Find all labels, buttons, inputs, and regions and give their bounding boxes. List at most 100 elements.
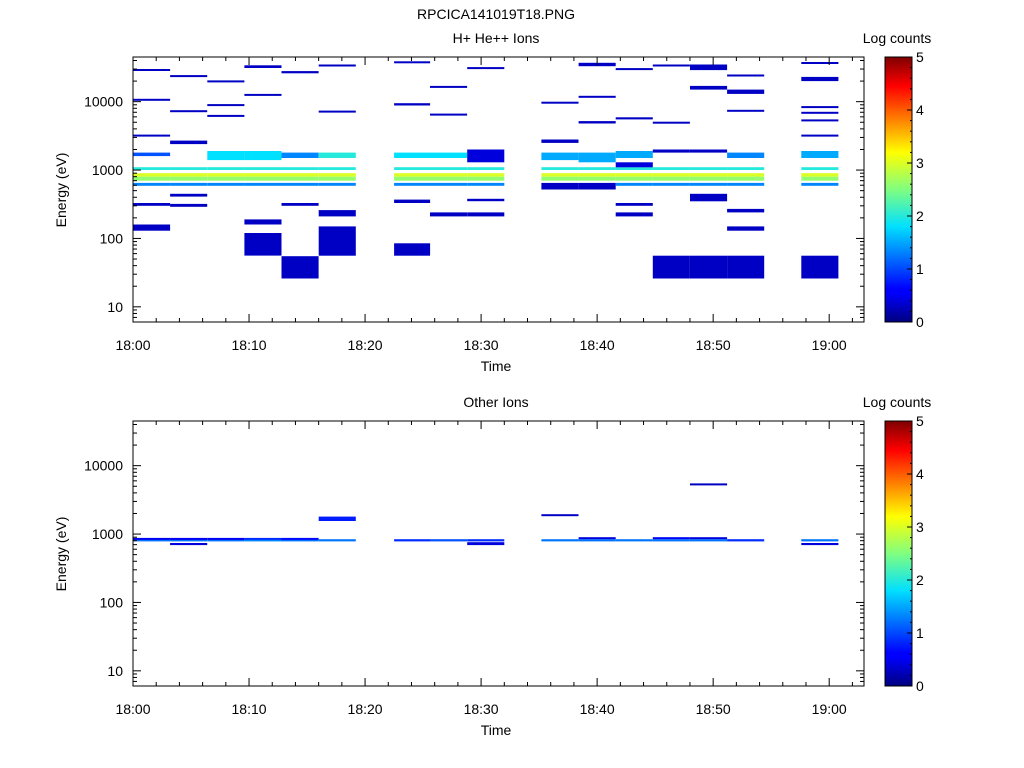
colorbar (884, 420, 913, 687)
y-axis-label: Energy (eV) (53, 517, 69, 592)
heatmap-cell (318, 173, 356, 177)
heatmap-cell (578, 152, 616, 163)
heatmap-cell (690, 173, 728, 177)
heatmap-cell (170, 176, 208, 181)
heatmap-cell (652, 149, 690, 153)
heatmap-cell (244, 151, 282, 161)
heatmap-cell (801, 76, 839, 82)
x-tick-label: 18:10 (232, 701, 267, 717)
heatmap-cell (207, 173, 245, 177)
x-axis-label: Time (481, 358, 512, 374)
heatmap-cell (318, 167, 356, 170)
heatmap-cell (394, 103, 431, 106)
heatmap-cell (170, 182, 208, 186)
y-tick-label: 10000 (84, 94, 123, 110)
heatmap-cell (133, 537, 171, 540)
panel-other-ions: Other Ions Log counts 18:00 18:10 18:20 18:… (53, 394, 931, 738)
heatmap-cell (615, 539, 653, 542)
heatmap-cell (727, 176, 765, 181)
heatmap-cell (244, 176, 282, 181)
heatmap-cell (578, 121, 616, 124)
heatmap-cell (318, 182, 356, 186)
heatmap-cell (281, 176, 319, 181)
heatmap-cell (430, 85, 468, 88)
heatmap-cell (578, 95, 616, 98)
heatmap-cell (690, 193, 728, 202)
colorbar-tick-label: 1 (916, 261, 924, 277)
heatmap-cell (727, 226, 765, 231)
heatmap-cell (170, 173, 208, 177)
x-tick-label: 18:00 (115, 337, 150, 353)
panel-title: H+ He++ Ions (453, 30, 540, 46)
heatmap-cell (244, 167, 282, 170)
heatmap-cell (281, 203, 319, 206)
figure-title: RPCICA141019T18.PNG (417, 6, 575, 22)
x-tick-label: 18:20 (348, 701, 383, 717)
heatmap-cell (430, 173, 468, 177)
heatmap-cell (467, 539, 505, 542)
y-tick-label: 10 (107, 663, 123, 679)
heatmap-cell (281, 71, 319, 74)
heatmap-cell (801, 167, 839, 170)
heatmap-cell (690, 182, 728, 186)
heatmap-cell (801, 543, 839, 546)
heatmap-cell (318, 152, 356, 158)
heatmap-cell (170, 537, 208, 540)
colorbar-tick-label: 0 (916, 314, 924, 330)
heatmap-cell (615, 68, 653, 71)
x-tick-label: 18:20 (348, 337, 383, 353)
heatmap-cell (394, 173, 431, 177)
heatmap-cell (801, 182, 839, 186)
x-tick-label: 19:00 (812, 337, 847, 353)
heatmap-cell (318, 516, 356, 521)
heatmap-cell (430, 212, 468, 217)
heatmap-cell (281, 537, 319, 540)
heatmap-cell (133, 203, 171, 206)
heatmap-cell (727, 208, 765, 213)
colorbar-ticks: 0 1 2 3 4 5 (907, 413, 924, 694)
heatmap-cell (318, 226, 356, 256)
colorbar-tick-label: 0 (916, 678, 924, 694)
heatmap-cell (578, 182, 616, 190)
heatmap-cell (207, 176, 245, 181)
x-tick-label: 18:10 (232, 337, 267, 353)
heatmap-cell (394, 167, 431, 170)
heatmap-cell (467, 198, 505, 202)
heatmap-cells (133, 483, 839, 546)
heatmap-cell (467, 542, 505, 546)
heatmap-cell (727, 109, 765, 112)
heatmap-cell (652, 64, 690, 67)
heatmap-cell (244, 539, 282, 542)
heatmap-cell (541, 152, 579, 161)
heatmap-cell (281, 256, 319, 279)
heatmap-cell (578, 173, 616, 177)
heatmap-cell (467, 176, 505, 181)
panel-title: Other Ions (463, 394, 528, 410)
heatmap-cell (244, 219, 282, 225)
heatmap-cell (281, 167, 319, 170)
plot-frame (132, 420, 865, 687)
heatmap-cell (801, 111, 839, 114)
heatmap-cell (615, 167, 653, 170)
heatmap-cell (727, 152, 765, 158)
heatmap-cell (207, 114, 245, 117)
heatmap-cell (281, 152, 319, 158)
x-axis-label: Time (481, 722, 512, 738)
heatmap-cell (394, 61, 431, 64)
heatmap-cell (467, 212, 505, 217)
colorbar-tick-label: 5 (916, 49, 924, 65)
heatmap-cell (727, 255, 765, 279)
heatmap-cell (394, 182, 431, 186)
heatmap-cell (727, 89, 765, 94)
heatmap-cell (541, 176, 579, 181)
heatmap-cell (727, 539, 765, 542)
heatmap-cell (652, 121, 690, 124)
heatmap-cell (133, 167, 171, 170)
heatmap-cell (541, 167, 579, 170)
axes: 18:00 18:10 18:20 18:30 18:40 18:50 19:00 10 100… (84, 421, 864, 717)
heatmap-cell (467, 167, 505, 170)
heatmap-cells (133, 61, 839, 279)
heatmap-cell (727, 167, 765, 170)
heatmap-cell (133, 173, 171, 177)
